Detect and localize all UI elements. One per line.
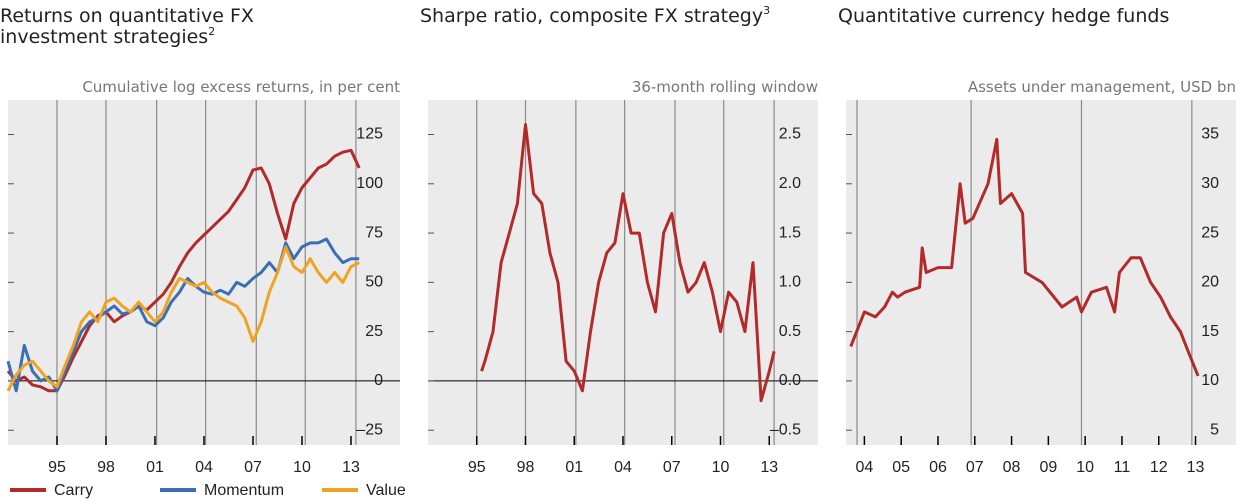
x-tick-label: 08 <box>1003 459 1021 476</box>
x-tick-label: 01 <box>146 459 164 476</box>
y-tick-label: 0 <box>374 372 383 389</box>
title-text: Quantitative currency hedge funds <box>838 5 1170 27</box>
x-tick-label: 95 <box>468 459 486 476</box>
y-tick-label: 0.0 <box>779 372 801 389</box>
y-tick-label: 1.0 <box>779 274 801 291</box>
x-tick-label: 05 <box>892 459 910 476</box>
chart-title: Sharpe ratio, composite FX strategy3 <box>420 4 820 27</box>
y-tick-label: 25 <box>365 323 383 340</box>
y-tick-label: 2.0 <box>779 175 801 192</box>
x-tick-label: 04 <box>195 459 213 476</box>
x-tick-label: 10 <box>293 459 311 476</box>
legend-label: Value <box>366 482 406 499</box>
x-tick-label: 07 <box>966 459 984 476</box>
y-tick-label: 125 <box>356 126 383 143</box>
y-tick-label: 2.5 <box>779 126 801 143</box>
y-tick-label: 1.5 <box>779 224 801 241</box>
y-tick-label: 25 <box>1201 224 1219 241</box>
title-text: Returns on quantitative FX investment st… <box>0 5 254 48</box>
series-line <box>6 237 360 393</box>
plot-area <box>846 100 1236 445</box>
y-tick-label: 0.5 <box>779 323 801 340</box>
y-tick-label: 15 <box>1201 323 1219 340</box>
series-line <box>480 123 776 403</box>
x-tick-label: 06 <box>929 459 947 476</box>
title-footnote: 2 <box>208 25 216 38</box>
title-footnote: 3 <box>763 4 771 17</box>
x-tick-label: 10 <box>1076 459 1094 476</box>
x-tick-label: 98 <box>517 459 535 476</box>
y-tick-label: –25 <box>356 421 383 438</box>
x-tick-label: 10 <box>712 459 730 476</box>
x-tick-label: 13 <box>342 459 360 476</box>
y-tick-label: –0.5 <box>770 421 801 438</box>
y-tick-label: 100 <box>356 175 383 192</box>
legend-label: Momentum <box>204 482 284 499</box>
x-tick-label: 04 <box>855 459 873 476</box>
x-tick-label: 11 <box>1114 459 1131 476</box>
x-tick-label: 01 <box>565 459 583 476</box>
y-tick-label: 75 <box>365 224 383 241</box>
subtitle: Assets under management, USD bn <box>967 78 1236 96</box>
legend-label: Carry <box>54 482 93 499</box>
chart-title: Quantitative currency hedge funds <box>838 6 1232 27</box>
series-line <box>6 148 361 393</box>
x-tick-label: 07 <box>244 459 262 476</box>
x-tick-label: 12 <box>1150 459 1168 476</box>
x-tick-label: 98 <box>97 459 115 476</box>
subtitle: Cumulative log excess returns, in per ce… <box>82 78 400 96</box>
title-text: Sharpe ratio, composite FX strategy <box>420 5 764 27</box>
y-tick-label: 10 <box>1201 372 1219 389</box>
x-tick-label: 09 <box>1039 459 1057 476</box>
y-tick-label: 35 <box>1201 126 1219 143</box>
y-tick-label: 20 <box>1201 274 1219 291</box>
series-line <box>6 245 360 392</box>
x-tick-label: 95 <box>48 459 66 476</box>
y-tick-label: 5 <box>1210 421 1219 438</box>
y-tick-label: 30 <box>1201 175 1219 192</box>
y-tick-label: 50 <box>365 274 383 291</box>
series-line <box>849 137 1200 377</box>
x-tick-label: 13 <box>760 459 778 476</box>
x-tick-label: 04 <box>614 459 632 476</box>
x-tick-label: 13 <box>1187 459 1205 476</box>
chart-title: Returns on quantitative FX investment st… <box>0 6 320 48</box>
x-tick-label: 07 <box>663 459 681 476</box>
subtitle: 36-month rolling window <box>631 78 818 96</box>
